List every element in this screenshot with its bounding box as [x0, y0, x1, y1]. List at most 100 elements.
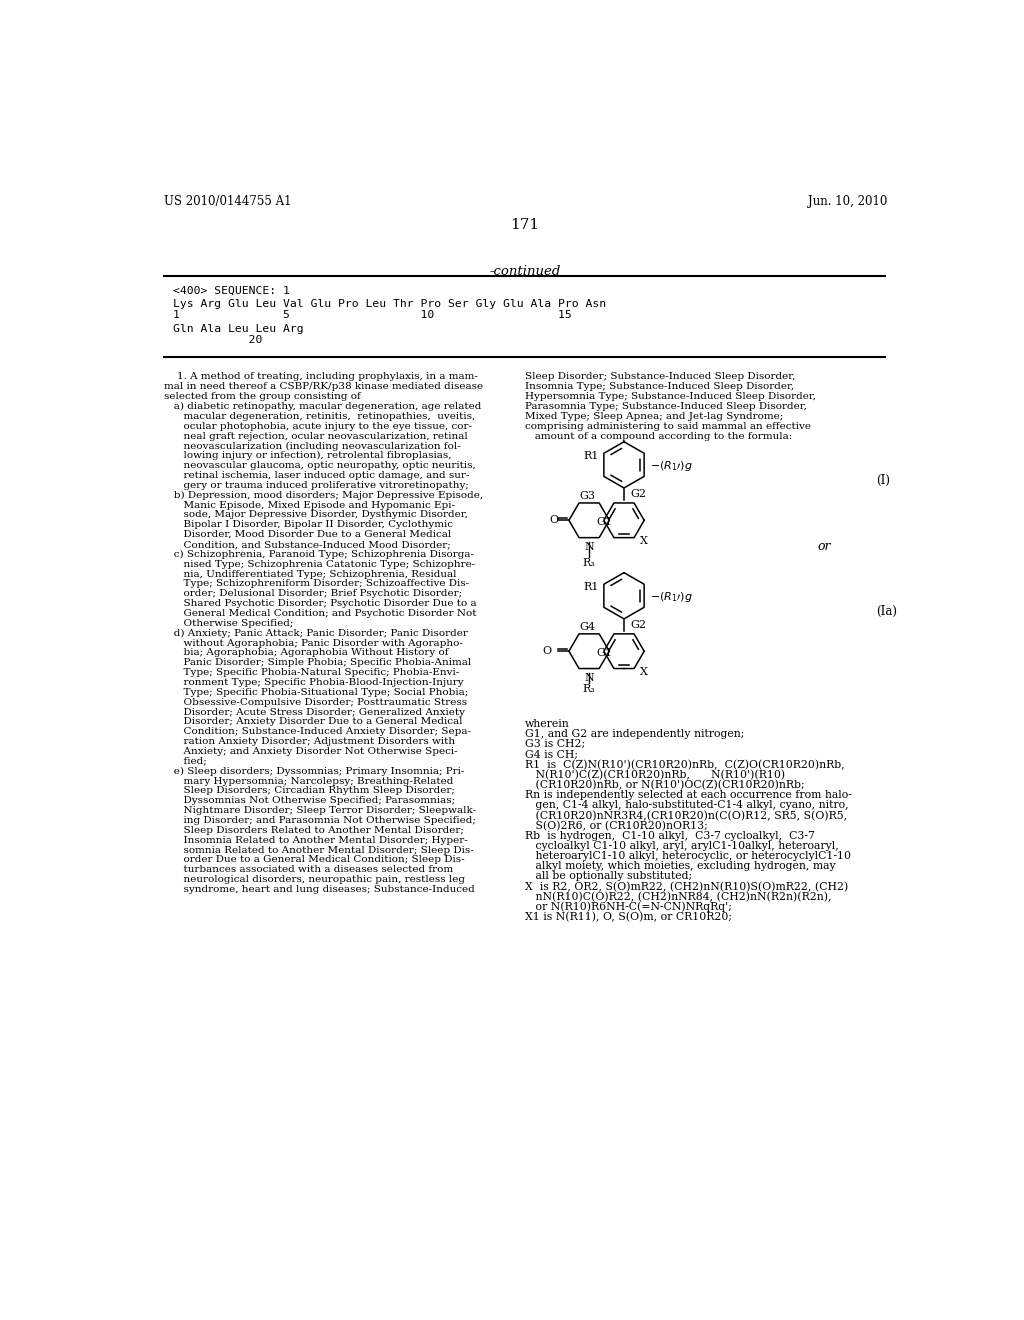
- Text: US 2010/0144755 A1: US 2010/0144755 A1: [165, 194, 292, 207]
- Text: N: N: [585, 541, 594, 552]
- Text: order; Delusional Disorder; Brief Psychotic Disorder;: order; Delusional Disorder; Brief Psycho…: [165, 589, 463, 598]
- Text: somnia Related to Another Mental Disorder; Sleep Dis-: somnia Related to Another Mental Disorde…: [165, 846, 474, 854]
- Text: order Due to a General Medical Condition; Sleep Dis-: order Due to a General Medical Condition…: [165, 855, 465, 865]
- Text: N: N: [585, 673, 594, 682]
- Text: ronment Type; Specific Phobia-Blood-Injection-Injury: ronment Type; Specific Phobia-Blood-Inje…: [165, 678, 464, 686]
- Text: Manic Episode, Mixed Episode and Hypomanic Epi-: Manic Episode, Mixed Episode and Hypoman…: [165, 500, 456, 510]
- Text: G1: G1: [596, 648, 612, 659]
- Text: Obsessive-Compulsive Disorder; Posttraumatic Stress: Obsessive-Compulsive Disorder; Posttraum…: [165, 698, 468, 706]
- Text: ing Disorder; and Parasomnia Not Otherwise Specified;: ing Disorder; and Parasomnia Not Otherwi…: [165, 816, 476, 825]
- Text: turbances associated with a diseases selected from: turbances associated with a diseases sel…: [165, 866, 454, 874]
- Text: G4 is CH;: G4 is CH;: [524, 750, 578, 759]
- Text: Hypersomnia Type; Substance-Induced Sleep Disorder,: Hypersomnia Type; Substance-Induced Slee…: [524, 392, 816, 401]
- Text: 1. A method of treating, including prophylaxis, in a mam-: 1. A method of treating, including proph…: [165, 372, 478, 381]
- Text: a) diabetic retinopathy, macular degeneration, age related: a) diabetic retinopathy, macular degener…: [165, 403, 482, 411]
- Text: Disorder; Acute Stress Disorder; Generalized Anxiety: Disorder; Acute Stress Disorder; General…: [165, 708, 466, 717]
- Text: 171: 171: [510, 218, 540, 232]
- Text: wherein: wherein: [524, 719, 569, 729]
- Text: gen, C1-4 alkyl, halo-substituted-C1-4 alkyl, cyano, nitro,: gen, C1-4 alkyl, halo-substituted-C1-4 a…: [524, 800, 849, 810]
- Text: amount of a compound according to the formula:: amount of a compound according to the fo…: [524, 432, 792, 441]
- Text: Disorder; Anxiety Disorder Due to a General Medical: Disorder; Anxiety Disorder Due to a Gene…: [165, 718, 463, 726]
- Text: Condition, and Substance-Induced Mood Disorder;: Condition, and Substance-Induced Mood Di…: [165, 540, 452, 549]
- Text: <400> SEQUENCE: 1: <400> SEQUENCE: 1: [173, 285, 290, 296]
- Text: G1, and G2 are independently nitrogen;: G1, and G2 are independently nitrogen;: [524, 729, 744, 739]
- Text: Bipolar I Disorder, Bipolar II Disorder, Cyclothymic: Bipolar I Disorder, Bipolar II Disorder,…: [165, 520, 454, 529]
- Text: d) Anxiety; Panic Attack; Panic Disorder; Panic Disorder: d) Anxiety; Panic Attack; Panic Disorder…: [165, 628, 468, 638]
- Text: Sleep Disorders; Circadian Rhythm Sleep Disorder;: Sleep Disorders; Circadian Rhythm Sleep …: [165, 787, 456, 796]
- Text: (Ia): (Ia): [876, 605, 897, 618]
- Text: R1: R1: [584, 582, 599, 591]
- Text: S(O)2R6, or (CR10R20)nOR13;: S(O)2R6, or (CR10R20)nOR13;: [524, 821, 708, 832]
- Text: Shared Psychotic Disorder; Psychotic Disorder Due to a: Shared Psychotic Disorder; Psychotic Dis…: [165, 599, 477, 609]
- Text: or: or: [818, 540, 831, 553]
- Text: N(R10')C(Z)(CR10R20)nRb,      N(R10')(R10): N(R10')C(Z)(CR10R20)nRb, N(R10')(R10): [524, 770, 785, 780]
- Text: neurological disorders, neuropathic pain, restless leg: neurological disorders, neuropathic pain…: [165, 875, 466, 884]
- Text: neovascularization (including neovascularization fol-: neovascularization (including neovascula…: [165, 441, 461, 450]
- Text: Panic Disorder; Simple Phobia; Specific Phobia-Animal: Panic Disorder; Simple Phobia; Specific …: [165, 659, 472, 668]
- Text: ration Anxiety Disorder; Adjustment Disorders with: ration Anxiety Disorder; Adjustment Diso…: [165, 737, 456, 746]
- Text: O: O: [550, 515, 559, 525]
- Text: nN(R10)C(O)R22, (CH2)nNR84, (CH2)nN(R2n)(R2n),: nN(R10)C(O)R22, (CH2)nNR84, (CH2)nN(R2n)…: [524, 892, 831, 902]
- Text: or N(R10)R6NH-C(=N-CN)NRqRq';: or N(R10)R6NH-C(=N-CN)NRqRq';: [524, 902, 732, 912]
- Text: Jun. 10, 2010: Jun. 10, 2010: [808, 194, 888, 207]
- Text: R₃: R₃: [583, 558, 596, 569]
- Text: comprising administering to said mammal an effective: comprising administering to said mammal …: [524, 422, 811, 430]
- Text: Sleep Disorders Related to Another Mental Disorder;: Sleep Disorders Related to Another Menta…: [165, 826, 464, 834]
- Text: X: X: [640, 668, 648, 677]
- Text: Sleep Disorder; Substance-Induced Sleep Disorder,: Sleep Disorder; Substance-Induced Sleep …: [524, 372, 796, 381]
- Text: macular degeneration, retinitis,  retinopathies,  uveitis,: macular degeneration, retinitis, retinop…: [165, 412, 476, 421]
- Text: alkyl moiety, which moieties, excluding hydrogen, may: alkyl moiety, which moieties, excluding …: [524, 861, 836, 871]
- Text: G4: G4: [580, 622, 595, 631]
- Text: Type; Specific Phobia-Situational Type; Social Phobia;: Type; Specific Phobia-Situational Type; …: [165, 688, 469, 697]
- Text: lowing injury or infection), retrolental fibroplasias,: lowing injury or infection), retrolental…: [165, 451, 452, 461]
- Text: G1: G1: [596, 517, 612, 527]
- Text: neal graft rejection, ocular neovascularization, retinal: neal graft rejection, ocular neovascular…: [165, 432, 468, 441]
- Text: cycloalkyl C1-10 alkyl, aryl, arylC1-10alkyl, heteroaryl,: cycloalkyl C1-10 alkyl, aryl, arylC1-10a…: [524, 841, 839, 851]
- Text: $-(R_1\prime)g$: $-(R_1\prime)g$: [649, 590, 692, 605]
- Text: X: X: [640, 536, 648, 546]
- Text: mary Hypersomnia; Narcolepsy; Breathing-Related: mary Hypersomnia; Narcolepsy; Breathing-…: [165, 776, 454, 785]
- Text: (CR10R20)nNR3R4,(CR10R20)n(C(O)R12, SR5, S(O)R5,: (CR10R20)nNR3R4,(CR10R20)n(C(O)R12, SR5,…: [524, 810, 847, 821]
- Text: neovascular glaucoma, optic neuropathy, optic neuritis,: neovascular glaucoma, optic neuropathy, …: [165, 461, 476, 470]
- Text: Type; Specific Phobia-Natural Specific; Phobia-Envi-: Type; Specific Phobia-Natural Specific; …: [165, 668, 460, 677]
- Text: G3: G3: [580, 491, 595, 500]
- Text: gery or trauma induced proliferative vitroretinopathy;: gery or trauma induced proliferative vit…: [165, 480, 469, 490]
- Text: retinal ischemia, laser induced optic damage, and sur-: retinal ischemia, laser induced optic da…: [165, 471, 470, 480]
- Text: X1 is N(R11), O, S(O)m, or CR10R20;: X1 is N(R11), O, S(O)m, or CR10R20;: [524, 912, 732, 923]
- Text: Lys Arg Glu Leu Val Glu Pro Leu Thr Pro Ser Gly Glu Ala Pro Asn: Lys Arg Glu Leu Val Glu Pro Leu Thr Pro …: [173, 300, 606, 309]
- Text: (CR10R20)nRb, or N(R10')OC(Z)(CR10R20)nRb;: (CR10R20)nRb, or N(R10')OC(Z)(CR10R20)nR…: [524, 780, 805, 791]
- Text: sode, Major Depressive Disorder, Dysthymic Disorder,: sode, Major Depressive Disorder, Dysthym…: [165, 511, 468, 520]
- Text: X  is R2, OR2, S(O)mR22, (CH2)nN(R10)S(O)mR22, (CH2): X is R2, OR2, S(O)mR22, (CH2)nN(R10)S(O)…: [524, 882, 848, 892]
- Text: Type; Schizophreniform Disorder; Schizoaffective Dis-: Type; Schizophreniform Disorder; Schizoa…: [165, 579, 470, 589]
- Text: General Medical Condition; and Psychotic Disorder Not: General Medical Condition; and Psychotic…: [165, 609, 477, 618]
- Text: Insomnia Type; Substance-Induced Sleep Disorder,: Insomnia Type; Substance-Induced Sleep D…: [524, 383, 794, 391]
- Text: Disorder, Mood Disorder Due to a General Medical: Disorder, Mood Disorder Due to a General…: [165, 531, 452, 539]
- Text: R₃: R₃: [583, 684, 596, 694]
- Text: O: O: [543, 647, 552, 656]
- Text: Anxiety; and Anxiety Disorder Not Otherwise Speci-: Anxiety; and Anxiety Disorder Not Otherw…: [165, 747, 458, 756]
- Text: Insomnia Related to Another Mental Disorder; Hyper-: Insomnia Related to Another Mental Disor…: [165, 836, 468, 845]
- Text: ocular photophobia, acute injury to the eye tissue, cor-: ocular photophobia, acute injury to the …: [165, 422, 472, 430]
- Text: fied;: fied;: [165, 756, 207, 766]
- Text: nised Type; Schizophrenia Catatonic Type; Schizophre-: nised Type; Schizophrenia Catatonic Type…: [165, 560, 476, 569]
- Text: c) Schizophrenia, Paranoid Type; Schizophrenia Disorga-: c) Schizophrenia, Paranoid Type; Schizop…: [165, 550, 474, 558]
- Text: heteroarylC1-10 alkyl, heterocyclic, or heterocyclylC1-10: heteroarylC1-10 alkyl, heterocyclic, or …: [524, 851, 851, 861]
- Text: without Agoraphobia; Panic Disorder with Agorapho-: without Agoraphobia; Panic Disorder with…: [165, 639, 463, 648]
- Text: e) Sleep disorders; Dyssomnias; Primary Insomnia; Pri-: e) Sleep disorders; Dyssomnias; Primary …: [165, 767, 465, 776]
- Text: (I): (I): [876, 474, 890, 487]
- Text: Dyssomnias Not Otherwise Specified; Parasomnias;: Dyssomnias Not Otherwise Specified; Para…: [165, 796, 456, 805]
- Text: Condition; Substance-Induced Anxiety Disorder; Sepa-: Condition; Substance-Induced Anxiety Dis…: [165, 727, 471, 737]
- Text: Nightmare Disorder; Sleep Terror Disorder; Sleepwalk-: Nightmare Disorder; Sleep Terror Disorde…: [165, 807, 476, 816]
- Text: 1               5                   10                  15: 1 5 10 15: [173, 310, 571, 319]
- Text: Mixed Type; Sleep Apnea; and Jet-lag Syndrome;: Mixed Type; Sleep Apnea; and Jet-lag Syn…: [524, 412, 783, 421]
- Text: R1: R1: [584, 450, 599, 461]
- Text: Rn is independently selected at each occurrence from halo-: Rn is independently selected at each occ…: [524, 791, 852, 800]
- Text: G2: G2: [630, 619, 646, 630]
- Text: G3 is CH2;: G3 is CH2;: [524, 739, 585, 750]
- Text: R1  is  C(Z)N(R10')(CR10R20)nRb,  C(Z)O(CR10R20)nRb,: R1 is C(Z)N(R10')(CR10R20)nRb, C(Z)O(CR1…: [524, 759, 845, 770]
- Text: all be optionally substituted;: all be optionally substituted;: [524, 871, 692, 882]
- Text: Rb  is hydrogen,  C1-10 alkyl,  C3-7 cycloalkyl,  C3-7: Rb is hydrogen, C1-10 alkyl, C3-7 cycloa…: [524, 830, 815, 841]
- Text: bia; Agoraphobia; Agoraphobia Without History of: bia; Agoraphobia; Agoraphobia Without Hi…: [165, 648, 449, 657]
- Text: b) Depression, mood disorders; Major Depressive Episode,: b) Depression, mood disorders; Major Dep…: [165, 491, 483, 500]
- Text: G2: G2: [630, 488, 646, 499]
